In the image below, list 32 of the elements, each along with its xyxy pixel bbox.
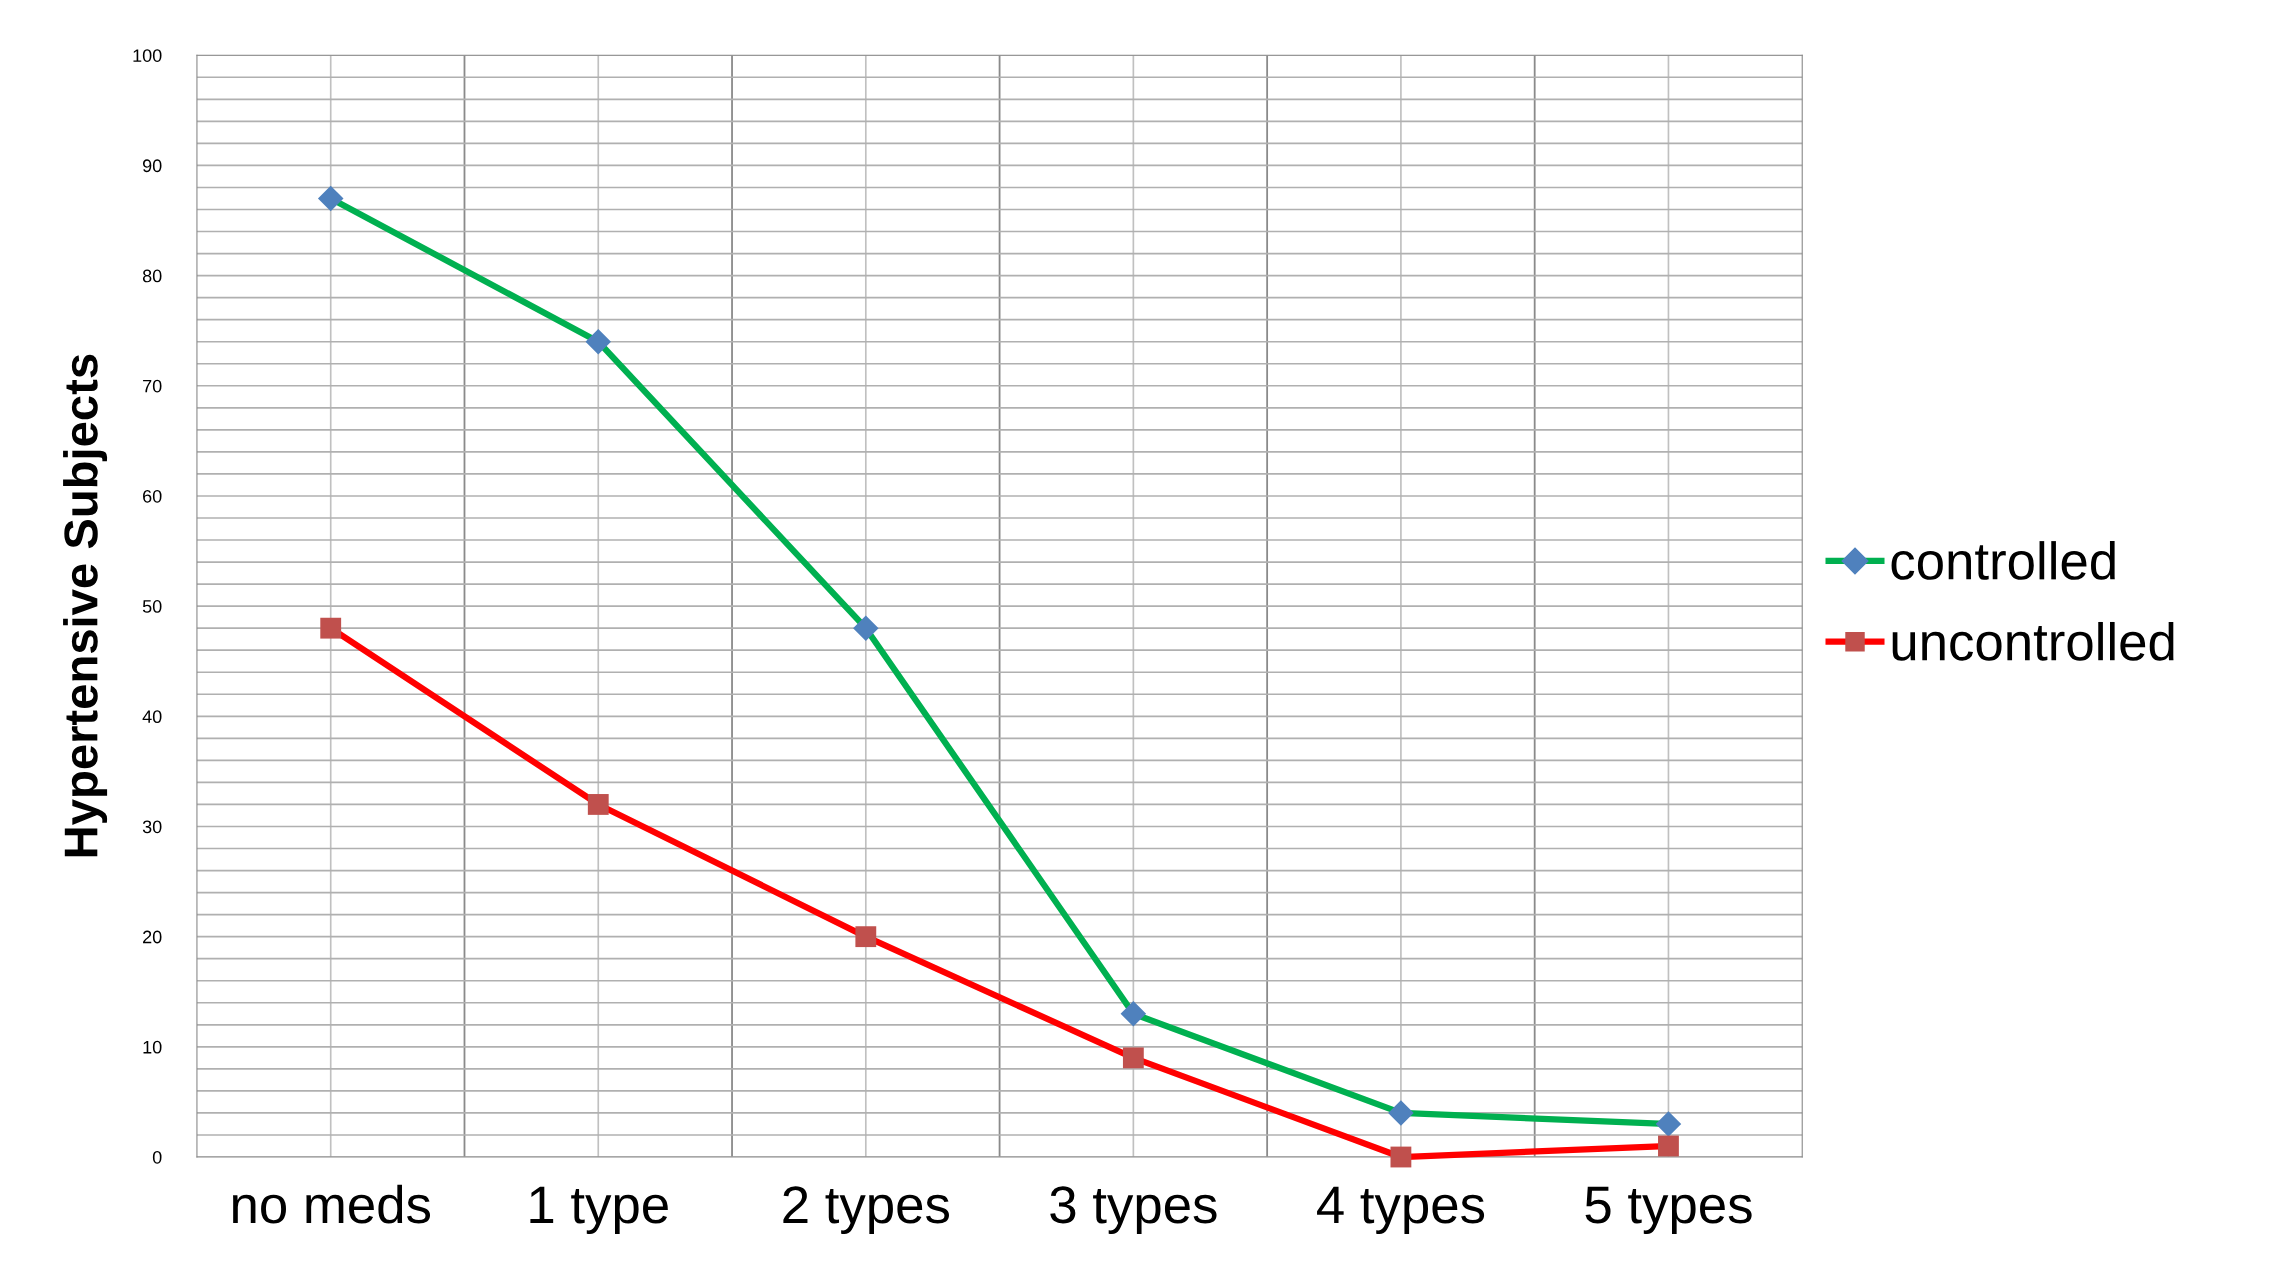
legend-label: controlled xyxy=(1891,541,2115,580)
y-tick-label: 50 xyxy=(142,600,162,613)
point xyxy=(1388,1100,1414,1126)
y-tick-label: 20 xyxy=(143,930,162,944)
y-tick-label: 90 xyxy=(142,159,162,173)
point xyxy=(320,617,342,639)
x-tick-label: no meds xyxy=(233,1184,431,1224)
x-tick-label: 4 types xyxy=(1317,1186,1485,1234)
x-tick-label: 2 types xyxy=(783,1186,949,1234)
y-tick-label: 60 xyxy=(143,489,162,503)
y-tick-label: 0 xyxy=(152,1150,162,1164)
x-tick-label: 3 types xyxy=(1050,1186,1217,1234)
y-tick-label: 80 xyxy=(142,269,162,283)
point xyxy=(317,185,344,212)
legend-label: uncontrolled xyxy=(1892,621,2174,661)
point xyxy=(587,794,609,815)
y-tick-label: 30 xyxy=(142,820,162,834)
x-tick-label: 5 types xyxy=(1585,1186,1752,1234)
y-tick-label: 100 xyxy=(133,49,162,62)
point xyxy=(855,926,877,948)
y-tick-label: 70 xyxy=(143,379,162,393)
point xyxy=(585,328,612,355)
point xyxy=(1658,1135,1679,1157)
point xyxy=(1655,1111,1682,1137)
y-tick-label: 40 xyxy=(142,710,162,724)
x-tick-label: 1 type xyxy=(530,1186,668,1234)
point xyxy=(1390,1146,1412,1168)
y-tick-label: 10 xyxy=(143,1040,162,1054)
point xyxy=(1120,1001,1147,1027)
point xyxy=(853,615,879,641)
point xyxy=(1122,1047,1144,1069)
y-axis-title: Hypertensive Subjects xyxy=(63,354,108,857)
